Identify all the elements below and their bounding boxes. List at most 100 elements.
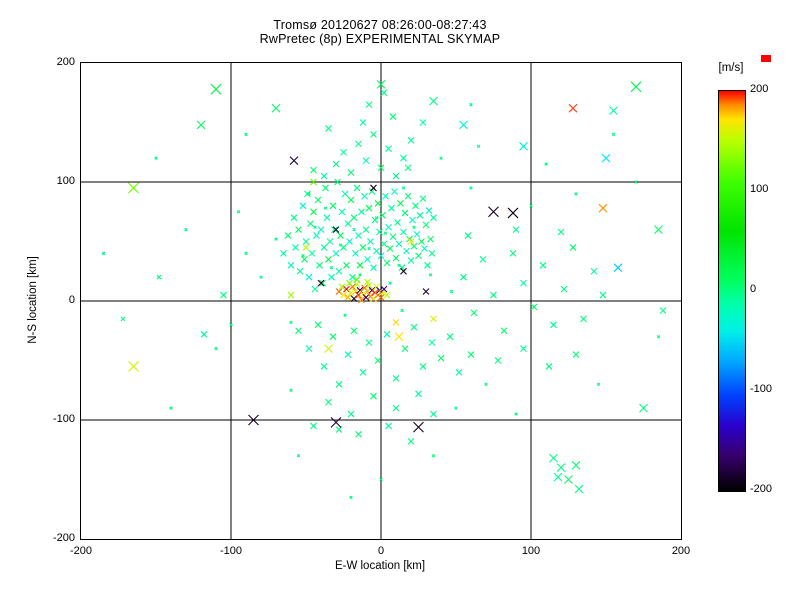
scatter-point — [419, 195, 427, 203]
scatter-point — [329, 265, 334, 270]
x-tick-label: -200 — [69, 545, 93, 557]
plot-area: -200 -100 0 100 200 200 100 0 -100 -200 — [53, 56, 690, 557]
scatter-point — [310, 166, 317, 174]
scatter-point — [128, 182, 139, 194]
scatter-point — [484, 382, 488, 387]
scatter-point — [352, 227, 356, 232]
scatter-point — [346, 238, 353, 245]
scatter-point — [437, 354, 445, 362]
scatter-point — [479, 255, 487, 263]
scatter-point — [382, 192, 389, 200]
scatter-point — [120, 316, 126, 322]
scatter-point — [128, 361, 139, 372]
scatter-point — [430, 410, 437, 418]
scatter-point — [428, 273, 433, 277]
scatter-point — [389, 233, 397, 241]
scatter-point — [301, 254, 305, 258]
scatter-point — [519, 141, 528, 151]
scatter-point — [415, 252, 422, 260]
scatter-point — [550, 321, 557, 329]
scatter-point — [407, 438, 415, 445]
scatter-point — [365, 204, 373, 212]
y-tick-label: 100 — [56, 175, 75, 187]
scatter-point — [196, 120, 206, 130]
scatter-point — [358, 273, 362, 277]
scatter-point — [169, 406, 173, 410]
scatter-point — [355, 232, 362, 239]
scatter-point — [350, 295, 358, 303]
scatter-point — [310, 178, 317, 186]
scatter-point — [274, 237, 278, 241]
scatter-point — [400, 308, 404, 313]
scatter-point — [311, 285, 319, 293]
scatter-point — [344, 294, 352, 301]
scatter-point — [549, 453, 558, 463]
scatter-point — [596, 382, 601, 387]
scatter-point — [512, 226, 520, 233]
scatter-point — [287, 261, 295, 269]
scatter-point — [359, 119, 367, 126]
scatter-point — [385, 422, 392, 430]
scatter-point — [394, 219, 401, 226]
scatter-point — [289, 156, 299, 165]
scatter-point — [476, 144, 481, 149]
scatter-point — [409, 216, 416, 224]
scatter-point — [377, 164, 385, 172]
scatter-point — [572, 351, 580, 358]
scatter-point — [259, 275, 263, 279]
scatter-point — [490, 291, 497, 299]
scatter-point — [329, 333, 337, 341]
scatter-point — [380, 240, 388, 248]
scatter-point — [287, 291, 295, 299]
scatter-point — [599, 291, 607, 299]
scatter-point — [310, 422, 317, 430]
scatter-point — [430, 315, 437, 323]
scatter-point — [338, 243, 343, 247]
scatter-point — [377, 294, 385, 301]
scatter-point — [383, 259, 391, 267]
scatter-point — [459, 120, 468, 130]
scatter-point — [428, 339, 436, 347]
scatter-point — [557, 228, 565, 236]
scatter-point — [539, 261, 547, 269]
scatter-point — [305, 273, 313, 281]
scatter-point — [365, 339, 373, 347]
scatter-point — [367, 246, 371, 251]
scatter-point — [154, 156, 158, 160]
scatter-point — [334, 178, 341, 186]
scatter-point — [325, 255, 332, 263]
scatter-point — [301, 255, 308, 263]
y-tick-label: 200 — [56, 56, 75, 68]
scatter-point — [305, 345, 313, 352]
scatter-point — [319, 279, 326, 287]
scatter-point — [376, 228, 383, 236]
scatter-point — [370, 264, 377, 272]
scatter-point — [421, 245, 428, 253]
scatter-point — [397, 200, 404, 207]
scatter-point — [330, 416, 342, 428]
scatter-point — [380, 285, 388, 293]
scatter-point — [229, 323, 233, 327]
scatter-point — [349, 495, 353, 500]
scatter-point — [431, 453, 436, 458]
scatter-point — [386, 245, 394, 253]
scatter-point — [407, 136, 415, 144]
scatter-point — [397, 263, 401, 268]
scatter-point — [314, 321, 322, 329]
scatter-point — [410, 323, 418, 331]
scatter-point — [307, 220, 314, 228]
scatter-point — [341, 190, 349, 198]
scatter-point — [308, 250, 316, 257]
scatter-point — [317, 226, 325, 233]
colorbar-tick-label: 100 — [750, 183, 769, 195]
scatter-point — [509, 250, 517, 257]
scatter-point — [379, 211, 386, 219]
scatter-point — [580, 315, 587, 323]
scatter-point — [320, 244, 328, 251]
scatter-point — [326, 238, 334, 245]
scatter-point — [460, 273, 467, 281]
scatter-point — [313, 225, 317, 229]
scatter-point — [290, 214, 298, 222]
scatter-point — [410, 242, 418, 250]
scatter-point — [544, 162, 548, 166]
